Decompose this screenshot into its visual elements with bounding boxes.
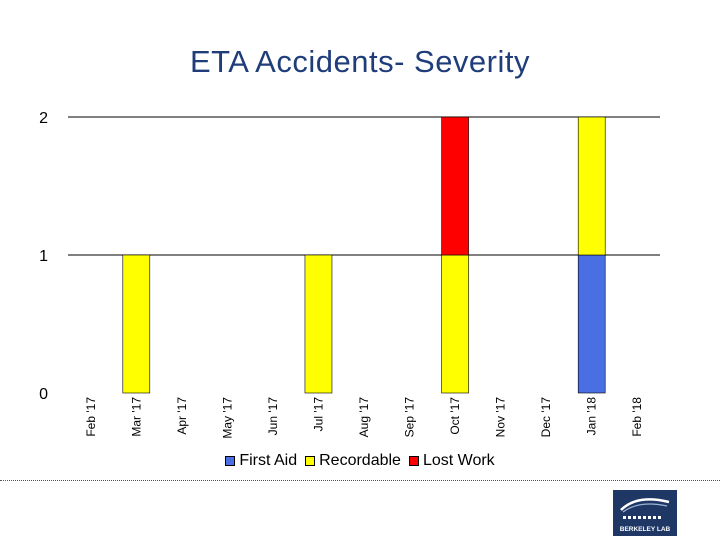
legend-label-recordable: Recordable <box>319 452 401 469</box>
x-tick-label: Dec '17 <box>539 397 553 438</box>
x-tick-label: Aug '17 <box>357 397 371 438</box>
berkeley-lab-logo-icon: BERKELEY LAB <box>620 498 671 533</box>
x-tick-label: Jan '18 <box>585 397 599 436</box>
bar-segment-recordable <box>304 254 333 394</box>
x-tick-label: Feb '18 <box>630 397 644 437</box>
legend-item-lost-work: Lost Work <box>408 452 495 470</box>
legend-label-first-aid: First Aid <box>239 452 298 469</box>
x-tick-label: May '17 <box>220 397 234 439</box>
legend-item-recordable: Recordable <box>305 452 401 470</box>
x-tick-label: Nov '17 <box>494 397 508 438</box>
bar-segment-recordable <box>441 254 469 394</box>
y-tick-label: 2 <box>39 110 48 127</box>
footer-divider <box>0 480 720 481</box>
berkeley-lab-logo: BERKELEY LAB <box>613 490 677 536</box>
bar-segment-recordable <box>577 116 606 256</box>
bar-segment-lost-work <box>441 116 469 256</box>
legend-item-first-aid: First Aid <box>225 452 297 470</box>
legend-label-lost-work: Lost Work <box>422 452 495 469</box>
x-tick-label: Apr '17 <box>175 397 189 435</box>
bar-chart: 0 1 2 Feb '17 Mar '17 Apr '17 May '17 Jun '17 Ju… <box>39 110 660 439</box>
y-tick-label: 0 <box>39 386 48 403</box>
legend-swatch-first-aid <box>225 456 236 466</box>
x-tick-label: Jul '17 <box>311 397 325 432</box>
x-tick-label: Oct '17 <box>448 397 462 435</box>
chart-legend: First Aid Recordable Lost Work <box>0 452 720 470</box>
bar-segment-first-aid <box>577 254 606 394</box>
x-tick-label: Sep '17 <box>403 397 417 438</box>
bar-segment-recordable <box>122 254 151 394</box>
chart-title: ETA Accidents- Severity <box>190 44 530 79</box>
x-tick-label: Feb '17 <box>84 397 98 437</box>
y-tick-label: 1 <box>39 248 48 265</box>
x-tick-label: Jun '17 <box>266 397 280 436</box>
legend-swatch-lost-work <box>408 456 419 466</box>
logo-text: BERKELEY LAB <box>620 526 671 533</box>
legend-swatch-recordable <box>305 456 316 466</box>
x-tick-label: Mar '17 <box>129 397 143 437</box>
